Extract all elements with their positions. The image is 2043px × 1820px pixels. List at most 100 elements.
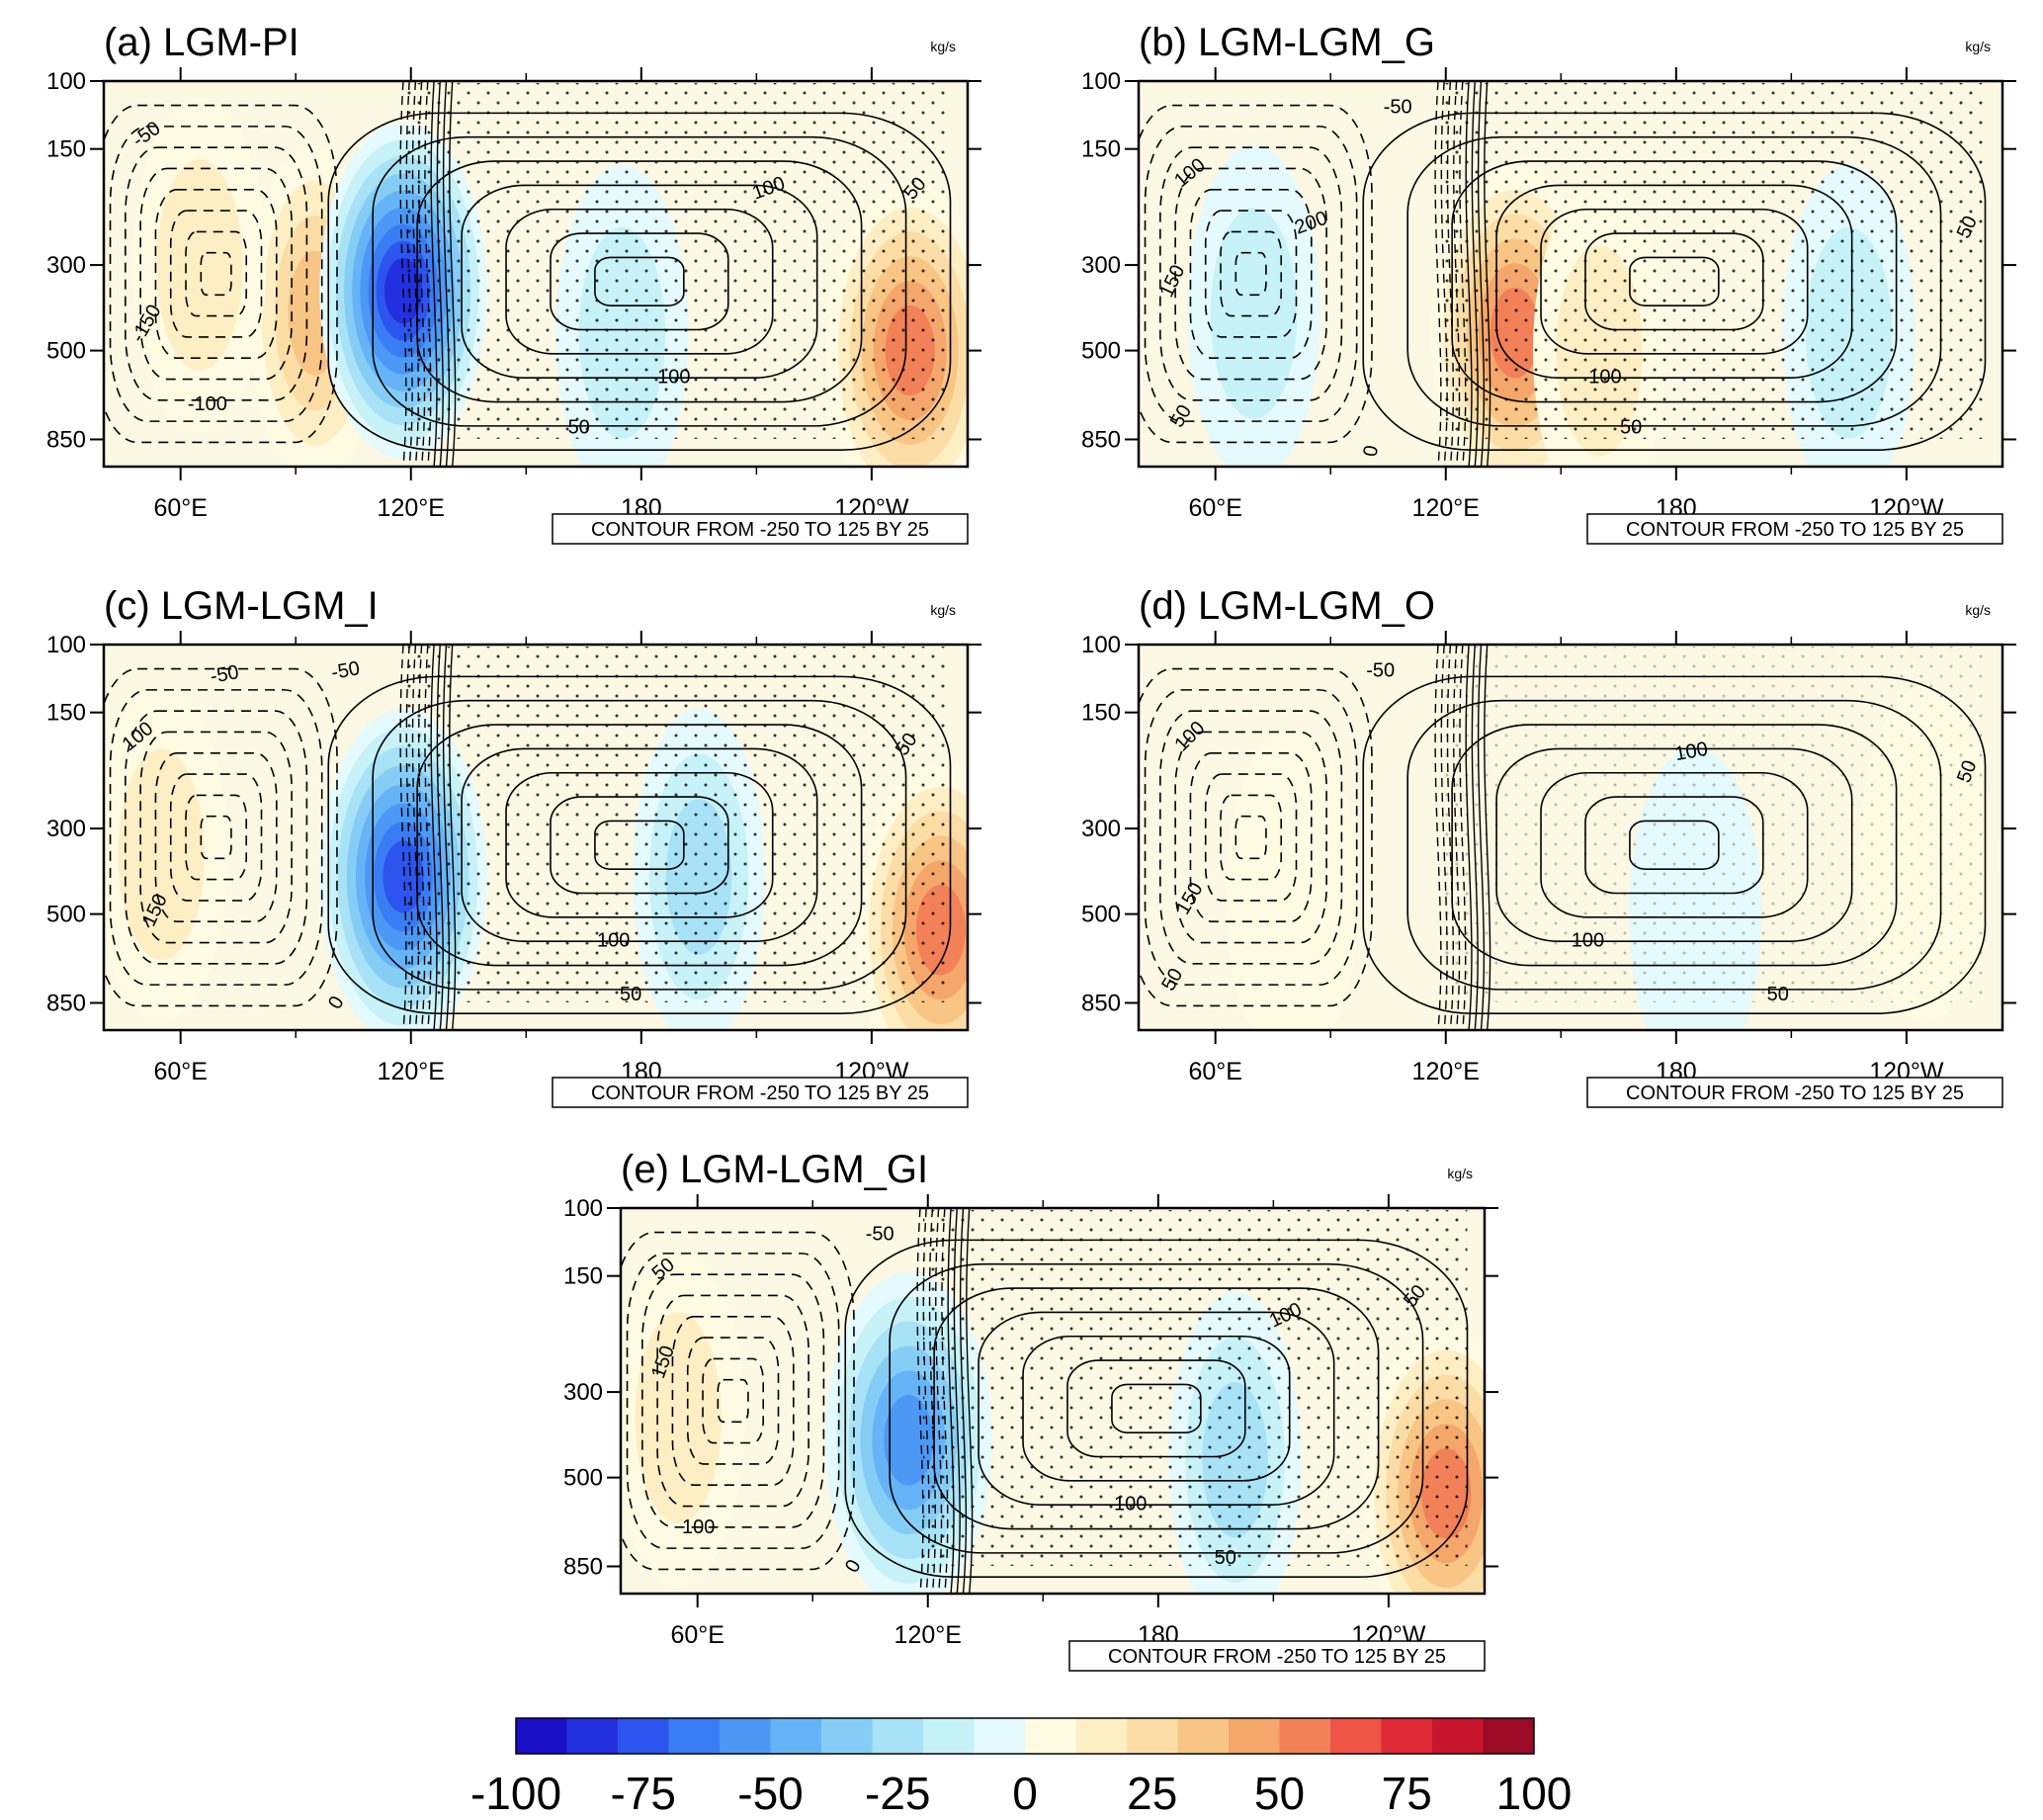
colorbar-bin: [668, 1718, 721, 1754]
contour-label: 0: [1359, 444, 1383, 459]
shading-mark: [118, 748, 205, 960]
contour-steep: [430, 81, 438, 467]
contour-steep: [424, 81, 432, 467]
contour-positive: [1584, 796, 1764, 895]
colorbar-bin: [1483, 1718, 1535, 1754]
colorbar-label: -25: [865, 1768, 930, 1819]
contour-steep: [399, 81, 407, 467]
contour-label: -50: [866, 1224, 894, 1246]
contour-steep: [411, 645, 419, 1030]
panel-e: -50501501000100100505010015030050085060°…: [563, 1148, 1498, 1672]
y-tick-label: 150: [1081, 136, 1121, 163]
contour-positive: [505, 771, 774, 918]
x-tick-label: 60°E: [153, 1058, 207, 1085]
contour-negative: [1220, 794, 1283, 881]
x-tick-label: 60°E: [1188, 1058, 1241, 1085]
contour-negative: [185, 794, 248, 881]
contour-negative: [641, 1273, 825, 1528]
plot-area: [1139, 645, 2002, 1030]
x-tick-label: 60°E: [670, 1621, 724, 1649]
contour-positive: [461, 747, 818, 942]
contour-positive: [372, 699, 907, 991]
contour-note: CONTOUR FROM -250 TO 125 BY 25: [591, 519, 929, 541]
contour-positive: [844, 1239, 1469, 1579]
contour-positive: [1362, 675, 1987, 1015]
contour-positive: [1495, 747, 1853, 942]
contour-negative: [717, 1378, 749, 1424]
contour-positive: [1111, 1383, 1202, 1433]
y-tick-label: 150: [1081, 700, 1121, 727]
plot-frame: [1137, 643, 2004, 1032]
contour-negative: [1234, 251, 1267, 297]
contour-negative: [702, 1357, 765, 1444]
contour-steep: [1465, 645, 1473, 1030]
contour-positive: [1451, 724, 1898, 967]
contour-steep: [1440, 81, 1448, 467]
contour-steep: [1434, 645, 1442, 1030]
contour-steep: [1484, 81, 1491, 467]
y-tick-label: 500: [563, 1465, 603, 1492]
contour-label: 100: [1114, 1494, 1147, 1516]
y-tick-label: 500: [46, 902, 86, 928]
y-tick-label: 100: [563, 1195, 603, 1222]
colorbar-bin: [1025, 1718, 1076, 1754]
plot-frame: [1137, 79, 2004, 469]
colorbar-bin: [770, 1718, 822, 1754]
contour-negative: [621, 1231, 855, 1571]
contour-negative: [1174, 167, 1327, 381]
x-tick-label: 120°E: [894, 1621, 962, 1649]
contour-steep: [928, 1208, 936, 1594]
units-label: kg/s: [1447, 1166, 1473, 1181]
contour-steep: [1459, 645, 1467, 1030]
contour-steep: [1477, 645, 1486, 1030]
contour-label: 100: [597, 930, 630, 952]
contour-negative: [169, 210, 263, 338]
contour-positive: [327, 112, 952, 452]
x-tick-label: 120°E: [1412, 1058, 1480, 1085]
y-tick-label: 100: [46, 632, 86, 658]
contour-note-box: [1586, 1077, 2003, 1108]
contour-positive: [1540, 771, 1809, 918]
colorbar-label: 50: [1254, 1768, 1305, 1819]
contour-negative: [1234, 815, 1267, 860]
contour-label: 100: [657, 367, 690, 389]
colorbar-bin: [720, 1718, 771, 1754]
contour-label: 50: [1215, 1547, 1236, 1569]
colorbar-bin: [1229, 1718, 1280, 1754]
panel-a: -50-150-100100501005010015030050085060°E…: [46, 21, 981, 545]
colorbar-bin: [1127, 1718, 1178, 1754]
y-tick-label: 850: [563, 1553, 603, 1580]
y-tick-label: 150: [46, 700, 86, 727]
y-tick-label: 500: [1081, 338, 1121, 365]
colorbar-bin: [1075, 1718, 1128, 1754]
units-label: kg/s: [930, 39, 956, 54]
contour-steep: [1465, 81, 1473, 467]
contour-steep: [1453, 81, 1461, 467]
contour-note: CONTOUR FROM -250 TO 125 BY 25: [1108, 1646, 1446, 1668]
contour-positive: [594, 820, 685, 870]
contour-steep: [399, 645, 407, 1030]
contour-positive: [1540, 208, 1809, 355]
contour-negative: [626, 1253, 840, 1549]
contour-positive: [461, 184, 818, 379]
contour-negative: [104, 667, 338, 1007]
y-tick-label: 100: [46, 68, 86, 95]
contour-steep: [935, 1208, 943, 1594]
contour-negative: [185, 230, 248, 317]
contour-steep: [1471, 81, 1479, 467]
contour-steep: [1484, 645, 1491, 1030]
contour-label: 100: [682, 1517, 715, 1538]
colorbar-label: -100: [470, 1768, 561, 1819]
panel-b: -50100200150500100505010015030050085060°…: [1081, 21, 2016, 545]
panel-title: (d) LGM-LGM_O: [1139, 584, 1435, 628]
contour-steep: [966, 1208, 974, 1594]
contour-positive: [550, 232, 729, 331]
contour-positive: [978, 1311, 1335, 1506]
colorbar-frame: [515, 1717, 1535, 1755]
panel-title: (a) LGM-PI: [104, 21, 299, 64]
contour-negative: [104, 104, 338, 444]
colorbar-label: 75: [1382, 1768, 1432, 1819]
contour-label: 50: [1767, 984, 1789, 1005]
panel-d: -5010015050100100505010015030050085060°E…: [1081, 584, 2016, 1108]
